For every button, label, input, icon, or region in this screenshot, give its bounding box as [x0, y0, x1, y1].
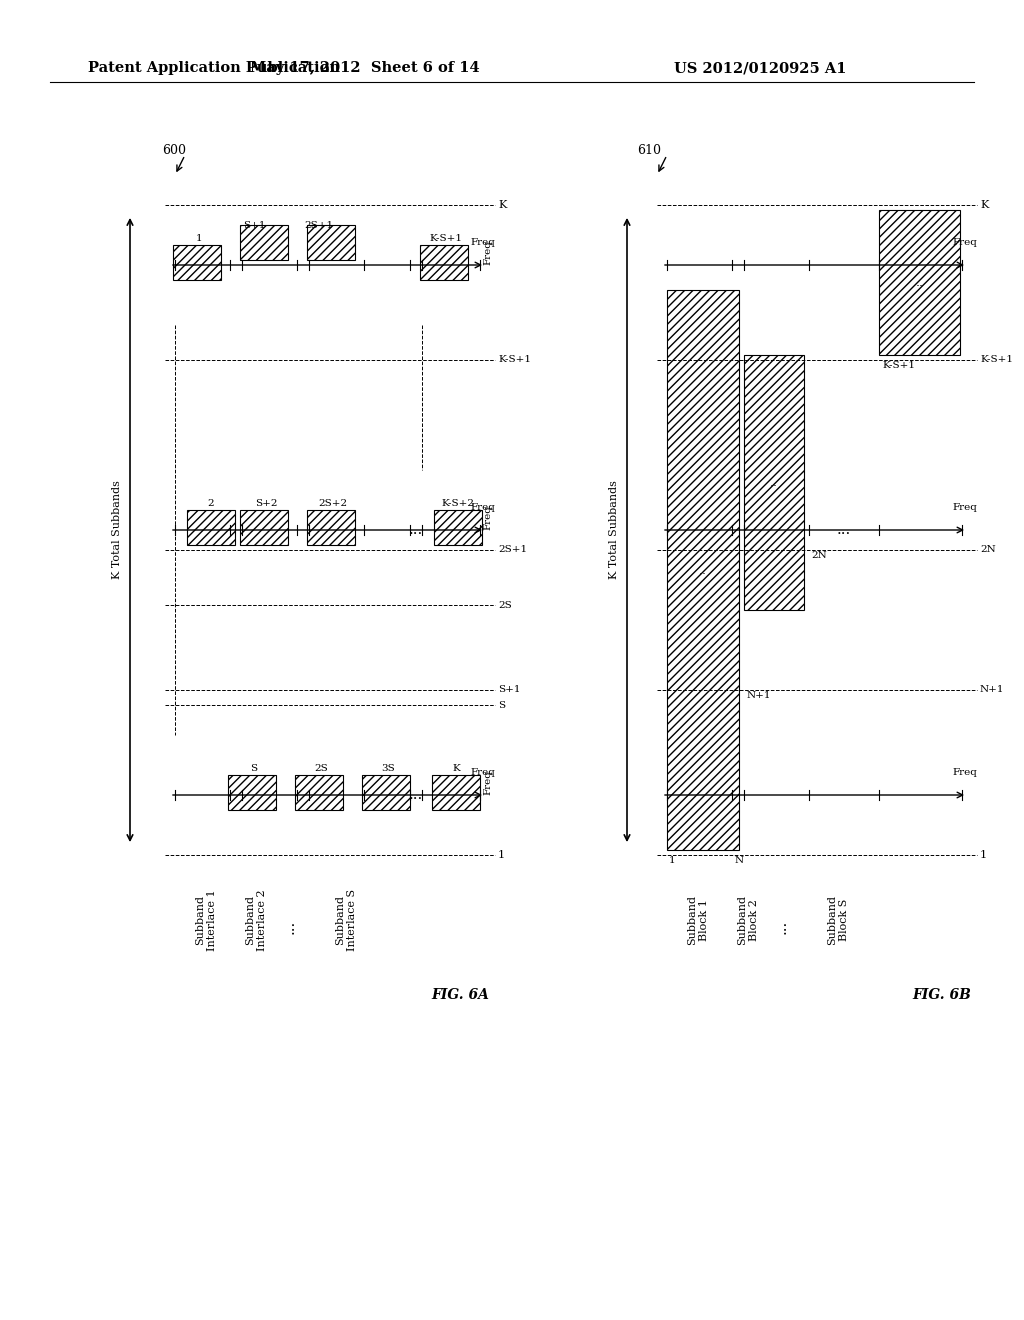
Text: K: K [453, 764, 460, 774]
Text: ..: .. [698, 564, 707, 577]
Text: ...: ... [775, 920, 790, 935]
Text: 610: 610 [637, 144, 662, 157]
Bar [420, 246, 468, 280]
Text: S+1: S+1 [244, 220, 266, 230]
Text: N+1: N+1 [746, 690, 771, 700]
Text: Freq: Freq [952, 503, 978, 512]
Text: S: S [498, 701, 505, 710]
Text: ...: ... [409, 523, 423, 537]
Bar [432, 775, 480, 810]
Text: Subband
Block 2: Subband Block 2 [737, 895, 759, 945]
Text: ...: ... [283, 920, 297, 935]
Text: Subband
Interlace 2: Subband Interlace 2 [245, 890, 266, 950]
Text: 2: 2 [208, 499, 214, 508]
Text: 2N: 2N [812, 550, 827, 560]
Text: 2S+2: 2S+2 [318, 499, 348, 508]
Bar [228, 775, 275, 810]
Text: 1: 1 [669, 855, 676, 865]
Text: ...: ... [409, 788, 423, 803]
Text: K: K [498, 201, 507, 210]
Text: K-S+1: K-S+1 [883, 360, 915, 370]
Text: Freq: Freq [471, 238, 496, 247]
Bar [362, 775, 410, 810]
Text: Freq: Freq [952, 238, 978, 247]
Text: US 2012/0120925 A1: US 2012/0120925 A1 [674, 61, 846, 75]
Text: Subband
Interlace S: Subband Interlace S [335, 888, 356, 952]
Text: Subband
Block S: Subband Block S [827, 895, 849, 945]
Text: ..: .. [770, 477, 777, 488]
Text: FIG. 6B: FIG. 6B [912, 987, 972, 1002]
Bar [173, 246, 221, 280]
Text: Freq: Freq [471, 503, 496, 512]
Text: 1: 1 [980, 850, 987, 861]
Text: S: S [250, 764, 257, 774]
Text: K-S+1: K-S+1 [980, 355, 1013, 364]
Bar [240, 224, 288, 260]
Text: 2S: 2S [314, 764, 328, 774]
Text: 1: 1 [498, 850, 505, 861]
Text: Subband
Block 1: Subband Block 1 [687, 895, 709, 945]
Text: Freq: Freq [483, 770, 493, 795]
Bar [295, 775, 343, 810]
Text: 2S+1: 2S+1 [498, 545, 527, 554]
Text: 2S+1: 2S+1 [304, 220, 333, 230]
Bar [307, 224, 355, 260]
Bar [434, 510, 482, 545]
Text: K: K [980, 201, 988, 210]
Text: S+2: S+2 [255, 499, 278, 508]
Text: K Total Subbands: K Total Subbands [112, 480, 122, 579]
Text: 600: 600 [162, 144, 186, 157]
Text: Patent Application Publication: Patent Application Publication [88, 61, 340, 75]
Text: K-S+1: K-S+1 [498, 355, 531, 364]
Text: Freq: Freq [952, 768, 978, 777]
Text: K-S+2: K-S+2 [441, 499, 474, 508]
Text: 2N: 2N [980, 545, 995, 554]
Text: Subband
Interlace 1: Subband Interlace 1 [195, 890, 217, 950]
Bar [880, 210, 961, 355]
Bar [187, 510, 234, 545]
Text: N: N [735, 855, 744, 865]
Text: Freq: Freq [483, 506, 493, 531]
Text: ..: .. [915, 276, 924, 289]
Bar [307, 510, 355, 545]
Text: Freq: Freq [471, 768, 496, 777]
Text: 3S: 3S [381, 764, 395, 774]
Text: FIG. 6A: FIG. 6A [431, 987, 488, 1002]
Bar [743, 355, 804, 610]
Bar [667, 290, 738, 850]
Text: Freq: Freq [483, 240, 493, 265]
Bar [240, 510, 288, 545]
Text: K-S+1: K-S+1 [429, 234, 463, 243]
Text: ...: ... [837, 523, 851, 537]
Text: 1: 1 [196, 234, 203, 243]
Text: 2S: 2S [498, 601, 512, 610]
Text: N+1: N+1 [980, 685, 1005, 694]
Text: K Total Subbands: K Total Subbands [609, 480, 618, 579]
Text: S+1: S+1 [498, 685, 520, 694]
Text: May 17, 2012  Sheet 6 of 14: May 17, 2012 Sheet 6 of 14 [250, 61, 480, 75]
